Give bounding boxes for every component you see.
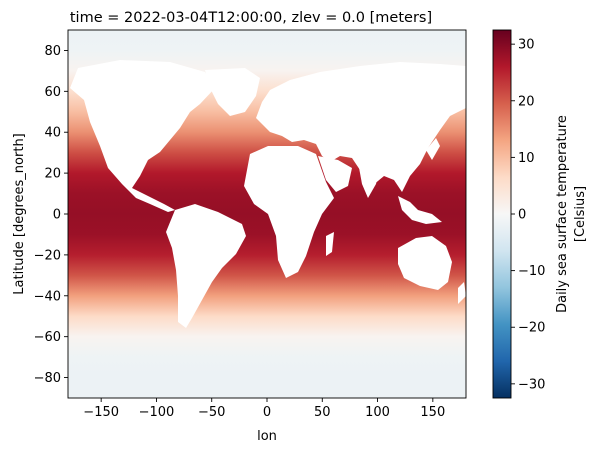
y-tick-label: −80 bbox=[34, 371, 61, 386]
x-tick-label: 150 bbox=[420, 405, 445, 420]
land-eurasia bbox=[256, 62, 466, 192]
land-north-america bbox=[70, 60, 215, 212]
y-axis: −80 −60 −40 −20 0 20 40 60 80 bbox=[34, 44, 68, 386]
x-tick-label: 100 bbox=[365, 405, 390, 420]
chart-title: time = 2022-03-04T12:00:00, zlev = 0.0 [… bbox=[70, 10, 432, 26]
land-greenland bbox=[205, 68, 260, 116]
y-tick-label: 0 bbox=[53, 208, 61, 223]
colorbar-tick-label: 0 bbox=[518, 208, 526, 223]
y-tick-label: −20 bbox=[34, 248, 61, 263]
y-tick-label: 60 bbox=[44, 85, 61, 100]
x-tick-label: −150 bbox=[83, 405, 119, 420]
x-tick-label: 50 bbox=[314, 405, 331, 420]
land-south-america bbox=[166, 204, 246, 328]
x-tick-label: 0 bbox=[263, 405, 271, 420]
x-tick-label: −100 bbox=[139, 405, 175, 420]
x-axis: −150 −100 −50 0 50 100 150 bbox=[83, 398, 445, 420]
y-tick-label: 80 bbox=[44, 44, 61, 59]
x-tick-label: −50 bbox=[198, 405, 225, 420]
y-axis-label: Latitude [degrees_north] bbox=[12, 133, 27, 294]
land-new-zealand bbox=[458, 282, 466, 304]
colorbar-tick-label: −30 bbox=[518, 377, 545, 392]
land-australia bbox=[398, 236, 452, 290]
colorbar-bar bbox=[492, 29, 512, 399]
x-axis-label: lon bbox=[257, 429, 277, 444]
colorbar-tick-label: −20 bbox=[518, 321, 545, 336]
y-tick-label: 40 bbox=[44, 126, 61, 141]
land-maritime-se-asia bbox=[398, 196, 442, 224]
land-mask bbox=[70, 60, 466, 328]
colorbar: −30 −20 −10 0 10 20 30 Daily sea surface tempe… bbox=[492, 29, 588, 399]
plot-area: −150 −100 −50 0 50 100 150 −80 −60 −40 −20 0 20 40 60… bbox=[34, 29, 467, 420]
land-madagascar bbox=[326, 232, 334, 256]
y-tick-label: 20 bbox=[44, 167, 61, 182]
land-japan bbox=[426, 138, 440, 160]
colorbar-label-line2: [Celsius] bbox=[573, 186, 588, 242]
colorbar-tick-label: 20 bbox=[518, 94, 535, 109]
y-tick-label: −60 bbox=[34, 330, 61, 345]
land-india bbox=[358, 162, 380, 198]
colorbar-ticks: −30 −20 −10 0 10 20 30 bbox=[511, 38, 545, 392]
colorbar-tick-label: 10 bbox=[518, 151, 535, 166]
land-africa bbox=[244, 146, 334, 278]
colorbar-label-line1: Daily sea surface temperature bbox=[555, 115, 570, 313]
land-arabia bbox=[318, 156, 352, 192]
y-tick-label: −40 bbox=[34, 289, 61, 304]
colorbar-tick-label: 30 bbox=[518, 38, 535, 53]
colorbar-tick-label: −10 bbox=[518, 264, 545, 279]
